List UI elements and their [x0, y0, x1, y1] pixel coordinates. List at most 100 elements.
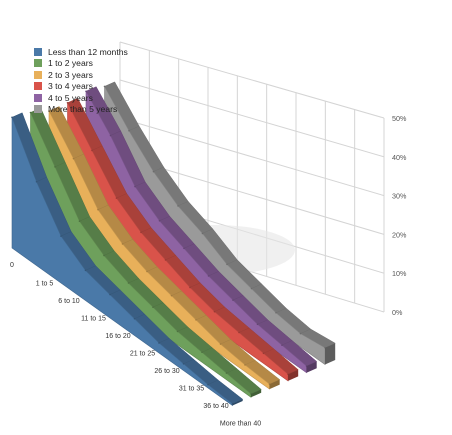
data-point [225, 372, 228, 374]
data-point [281, 344, 283, 346]
x-tick-label: 11 to 15 [81, 316, 106, 323]
data-point [35, 180, 38, 183]
legend-item: More than 5 years [34, 104, 128, 116]
data-point [299, 332, 302, 335]
data-point [146, 270, 148, 273]
data-point [219, 343, 222, 345]
ribbon-end-4 [288, 369, 299, 381]
data-point [170, 294, 173, 297]
legend-label: 2 to 3 years [48, 69, 93, 80]
x-tick-label: 31 to 35 [179, 386, 204, 393]
data-point [97, 208, 99, 211]
legend-label: More than 5 years [48, 104, 118, 115]
data-point [177, 205, 179, 207]
data-point [140, 231, 142, 234]
data-point [158, 342, 160, 344]
data-point [262, 352, 265, 355]
x-tick-label: 21 to 25 [130, 351, 155, 358]
ribbon-end-3 [269, 379, 280, 390]
data-point [103, 85, 106, 88]
data-point [78, 220, 81, 222]
y-tick-label: 10% [392, 269, 407, 278]
data-point [109, 134, 112, 137]
data-point [60, 235, 62, 237]
legend-swatch [34, 47, 42, 56]
data-point [72, 157, 75, 160]
x-tick-label: 0 [10, 262, 14, 269]
data-point [189, 286, 191, 289]
data-point [238, 331, 240, 334]
legend-item: 1 to 2 years [34, 58, 128, 70]
legend-item: 2 to 3 years [34, 69, 128, 81]
data-point [128, 129, 130, 132]
data-point [164, 259, 167, 261]
data-point [226, 263, 228, 266]
legend-swatch [34, 59, 42, 68]
data-point [244, 364, 246, 366]
data-point [11, 116, 13, 119]
data-point [213, 310, 216, 313]
x-tick-label: 16 to 20 [105, 333, 130, 340]
ribbon-end-2 [251, 389, 262, 398]
gridline [119, 79, 385, 158]
data-point [121, 243, 124, 245]
data-point [115, 197, 118, 199]
legend-swatch [34, 82, 42, 91]
data-point [134, 185, 136, 188]
y-tick-label: 50% [392, 114, 407, 123]
legend-label: 1 to 2 years [48, 58, 93, 69]
ribbon-end-1 [232, 399, 243, 406]
data-point [85, 90, 87, 93]
data-point [250, 287, 253, 290]
x-tick-label: More than 40 [220, 421, 261, 428]
ribbon-end-6 [325, 343, 336, 365]
x-tick-label: 1 to 5 [36, 281, 54, 288]
data-point [127, 282, 130, 284]
y-tick-label: 20% [392, 230, 407, 239]
data-point [103, 254, 105, 257]
data-point [201, 232, 204, 235]
data-point [109, 293, 111, 296]
legend: Less than 12 months 1 to 2 years 2 to 3 ye… [34, 46, 128, 115]
legend-item: 4 to 5 years [34, 92, 128, 104]
legend-label: 4 to 5 years [48, 92, 93, 103]
data-point [183, 247, 185, 250]
data-point [158, 220, 161, 222]
x-tick-label: 36 to 40 [203, 403, 228, 410]
data-point [207, 275, 210, 277]
data-point [54, 166, 56, 168]
gridline [119, 117, 385, 197]
data-point [207, 383, 209, 386]
legend-swatch [34, 93, 42, 102]
legend-label: 3 to 4 years [48, 81, 93, 92]
data-point [275, 311, 277, 314]
x-tick-label: 6 to 10 [58, 298, 80, 305]
data-point [256, 323, 259, 326]
data-point [152, 170, 155, 173]
y-tick-label: 30% [392, 192, 407, 201]
data-point [48, 110, 50, 112]
x-tick-label: 26 to 30 [154, 368, 179, 375]
legend-swatch [34, 70, 42, 79]
legend-label: Less than 12 months [48, 46, 128, 57]
data-point [232, 299, 234, 301]
data-point [182, 363, 185, 365]
legend-swatch [34, 105, 42, 114]
data-point [201, 351, 203, 354]
ribbon-end-5 [306, 361, 317, 373]
gridline [119, 41, 385, 119]
data-point [176, 330, 179, 333]
data-point [91, 149, 93, 152]
legend-item: 3 to 4 years [34, 81, 128, 93]
data-point [84, 269, 87, 272]
y-tick-label: 40% [392, 153, 407, 162]
data-point [195, 319, 197, 321]
y-tick-label: 0% [392, 308, 403, 317]
legend-item: Less than 12 months [34, 46, 128, 58]
data-point [29, 111, 32, 114]
data-point [152, 306, 154, 309]
data-point [133, 317, 136, 320]
data-point [66, 102, 69, 104]
